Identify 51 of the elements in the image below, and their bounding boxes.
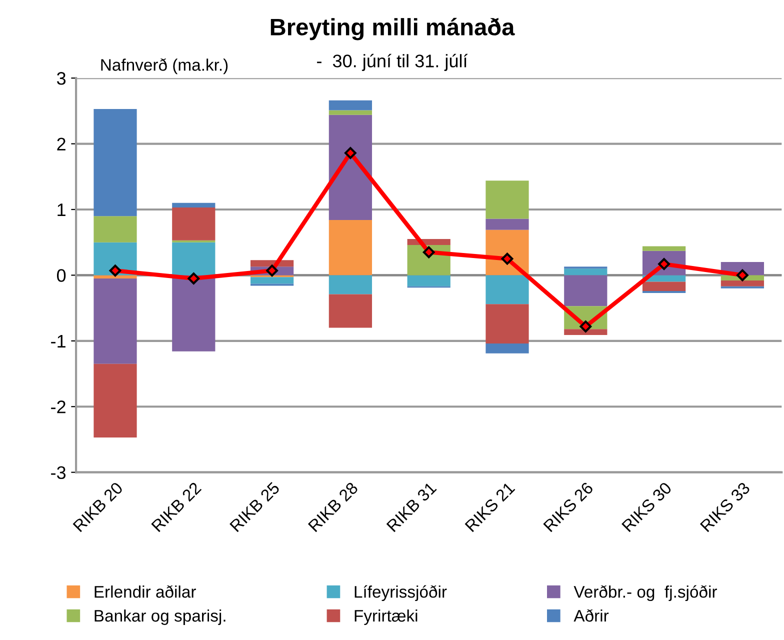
point: [109, 264, 122, 277]
legend-label: Lífeyrissjóðir: [354, 585, 447, 602]
chart-subtitle: - 30. júní til 31. júlí: [317, 54, 468, 71]
bar: [486, 304, 529, 344]
point: [344, 147, 356, 159]
y-tick-label: 1: [58, 204, 66, 216]
bar: [486, 344, 529, 354]
point: [736, 269, 748, 282]
legend-label: Aðrir: [574, 609, 609, 622]
legend-label: Verðbr.- og fj.sjóðir: [574, 585, 717, 602]
y-axis-title: Nafnverð (ma.kr.): [101, 58, 228, 74]
bar: [486, 275, 529, 304]
bar: [250, 277, 294, 284]
bar: [328, 294, 372, 328]
bar: [642, 282, 686, 291]
bar: [564, 329, 608, 335]
y-tick-label: 2: [57, 138, 66, 150]
bar: [94, 275, 137, 278]
bar: [172, 242, 216, 276]
bar: [486, 218, 529, 230]
bar: [328, 275, 372, 294]
bar: [94, 278, 137, 364]
legend-label: Bankar og sparisj.: [94, 609, 226, 625]
point: [422, 246, 435, 258]
legend-label: Erlendir aðilar: [94, 585, 196, 598]
bar: [172, 202, 216, 208]
y-tick-label: -1: [51, 335, 66, 348]
point: [580, 320, 592, 332]
bar: [486, 180, 529, 219]
bar: [328, 100, 372, 110]
bar: [642, 246, 686, 251]
bar: [407, 275, 450, 286]
bar: [328, 114, 372, 220]
bar: [94, 216, 137, 242]
bar: [564, 275, 608, 306]
bar: [328, 110, 372, 115]
y-tick-label: 3: [56, 72, 66, 85]
bar: [172, 275, 216, 352]
y-tick-label: 0: [56, 269, 66, 282]
y-tick-label: -3: [51, 466, 66, 480]
legend-label: Fyrirtæki: [354, 609, 418, 625]
bar: [94, 364, 137, 438]
chart-title: Breyting milli mánaða: [270, 18, 515, 40]
bar: [328, 220, 372, 276]
point: [266, 264, 278, 277]
point: [188, 272, 200, 284]
y-tick-label: -2: [51, 400, 66, 414]
bar: [720, 280, 764, 286]
bar: [94, 108, 137, 216]
bar: [564, 268, 608, 276]
bar: [172, 208, 216, 240]
